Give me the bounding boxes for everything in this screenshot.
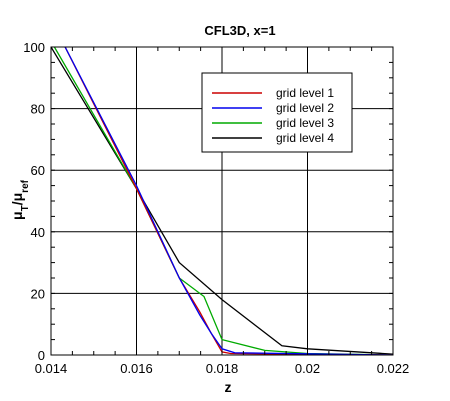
axis-ticks: 0.014 0.016 0.018 0.02 0.022 0 20 40 60 80 100: [23, 40, 409, 376]
series-line-2: [64, 47, 393, 355]
x-tick-label: 0.022: [377, 361, 410, 376]
y-tick-label: 20: [31, 286, 45, 301]
x-tick-label: 0.016: [120, 361, 153, 376]
y-tick-label: 60: [31, 163, 45, 178]
x-tick-label: 0.018: [206, 361, 239, 376]
y-tick-label: 0: [38, 348, 45, 363]
series-line-1: [64, 47, 393, 355]
y-axis-title: μT/μref: [9, 179, 31, 220]
series-line-4: [51, 47, 393, 355]
legend-box: [201, 72, 353, 153]
x-tick-label: 0.02: [295, 361, 320, 376]
y-tick-label: 100: [23, 40, 45, 55]
legend-label-3: grid level 3: [276, 116, 334, 130]
legend-label-1: grid level 1: [276, 86, 334, 100]
y-tick-label: 80: [31, 102, 45, 117]
legend-label-4: grid level 4: [276, 131, 334, 145]
x-tick-label: 0.014: [35, 361, 68, 376]
y-axis-title-main: μ: [9, 211, 25, 220]
x-axis-title: z: [225, 379, 232, 395]
y-axis-title-sub-t: T: [20, 205, 31, 211]
chart-title: CFL3D, x=1: [204, 23, 275, 38]
legend-label-2: grid level 2: [276, 101, 334, 115]
series-lines: [51, 47, 393, 355]
y-axis-title-mid: /μ: [9, 193, 25, 205]
y-tick-label: 40: [31, 225, 45, 240]
y-axis-title-sub-ref: ref: [20, 179, 31, 192]
